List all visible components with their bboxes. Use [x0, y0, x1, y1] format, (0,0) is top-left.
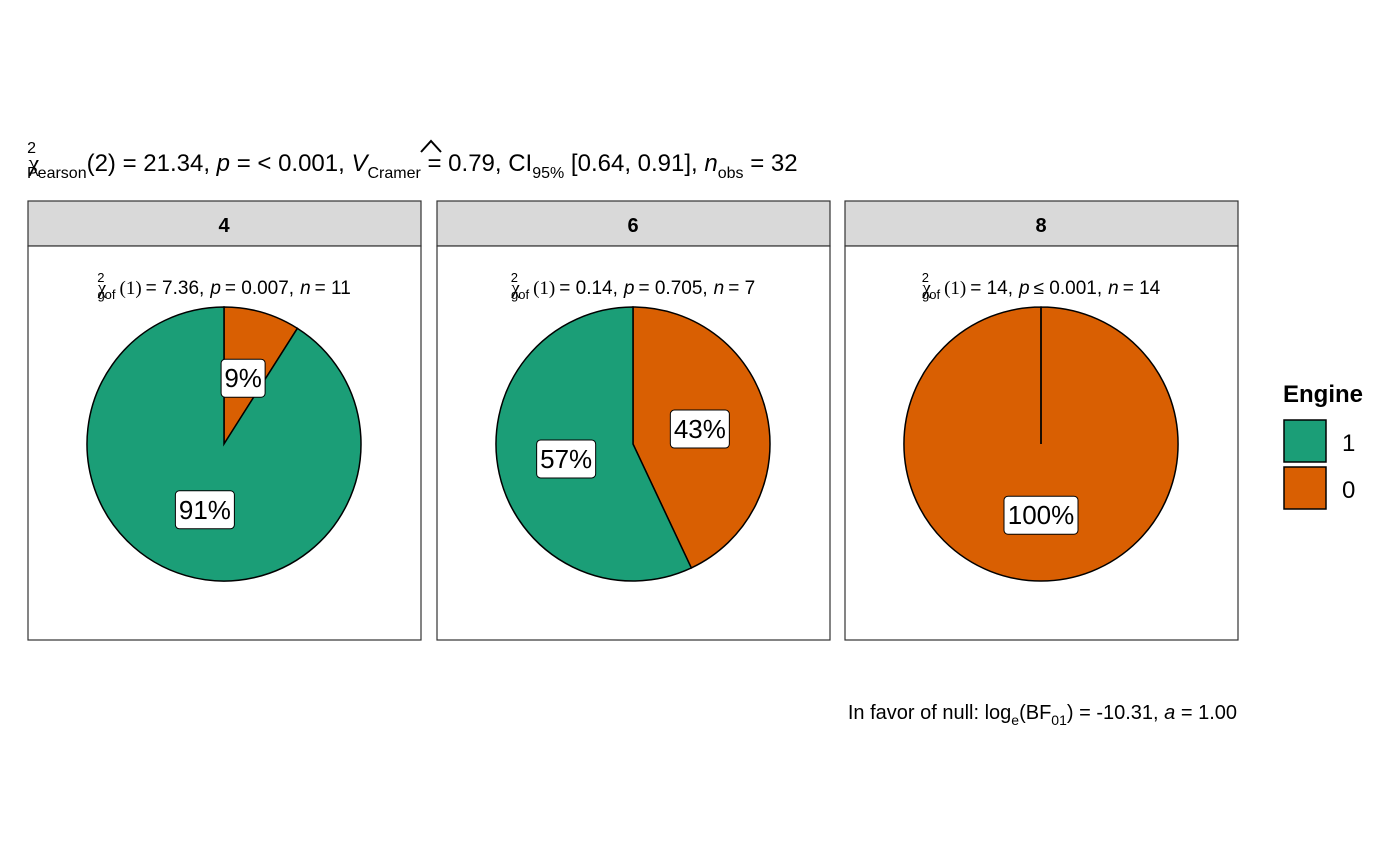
- v-symbol: V: [351, 150, 369, 177]
- pie-label-6-0: 43%: [669, 409, 730, 449]
- pie-slice-4-1: [86, 306, 362, 582]
- ci-value: [0.64, 0.91],: [564, 150, 704, 177]
- pie-label-box: [536, 439, 597, 479]
- pie-label-box: [1003, 495, 1079, 535]
- facet-stat-4: χ2 gof (1) = 7.36, p = 0.007, n = 11: [97, 270, 351, 302]
- pie-label-box: [669, 409, 730, 449]
- pie-label-text: 9%: [224, 363, 262, 393]
- chi-sub: Pearson: [27, 165, 87, 182]
- facet-stat-6: χ2 gof (1) = 0.14, p = 0.705, n = 7: [510, 270, 755, 302]
- v-value: = 0.79, CI: [421, 150, 532, 177]
- pie-label-8-0: 100%: [1003, 495, 1079, 535]
- chi-sup: 2: [27, 140, 36, 157]
- legend-title: Engine: [1283, 381, 1363, 408]
- v-sub: Cramer: [367, 165, 421, 182]
- chart-subtitle: χ2 Pearson(2) = 21.34, p = < 0.001, VCram…: [27, 140, 798, 182]
- pie-label-4-1: 91%: [174, 490, 235, 530]
- v-hat-mark: [420, 139, 442, 153]
- ci-sub: 95%: [532, 165, 564, 182]
- df-text: (2) = 21.34,: [87, 150, 217, 177]
- facet-strip: [844, 200, 1239, 247]
- pie-label-4-0: 9%: [220, 358, 266, 398]
- pie-label-text: 57%: [540, 444, 592, 474]
- legend: Engine 1 0: [1283, 381, 1363, 510]
- pie-label-6-1: 57%: [536, 439, 597, 479]
- facet-strip-label: 6: [627, 215, 638, 237]
- pie-label-box: [220, 358, 266, 398]
- facet-stat-8: χ2 gof (1) = 14, p ≤ 0.001, n = 14: [921, 270, 1160, 302]
- n-value: = 32: [744, 150, 798, 177]
- n-sub: obs: [718, 165, 744, 182]
- facet-strip-label: 8: [1035, 215, 1046, 237]
- pie-label-text: 100%: [1008, 500, 1075, 530]
- facet-strip-label: 4: [218, 215, 230, 237]
- legend-key-1: [1283, 419, 1327, 463]
- legend-label-0: 0: [1342, 477, 1355, 504]
- n-symbol: n: [704, 150, 717, 177]
- legend-label-1: 1: [1342, 430, 1355, 457]
- facet-strip: [27, 200, 422, 247]
- pie-label-box: [174, 490, 235, 530]
- facet-strip: [436, 200, 831, 247]
- p-value: = < 0.001,: [230, 150, 351, 177]
- pie-layer: 9% 91% 43% 57% 100%: [86, 306, 1179, 582]
- legend-key-0: [1283, 466, 1327, 510]
- p-symbol: p: [216, 150, 230, 177]
- chart-caption: In favor of null: loge(BF01) = -10.31, a…: [848, 702, 1237, 728]
- pie-label-text: 91%: [179, 495, 231, 525]
- pie-label-text: 43%: [674, 414, 726, 444]
- chi-symbol: χ: [27, 151, 39, 177]
